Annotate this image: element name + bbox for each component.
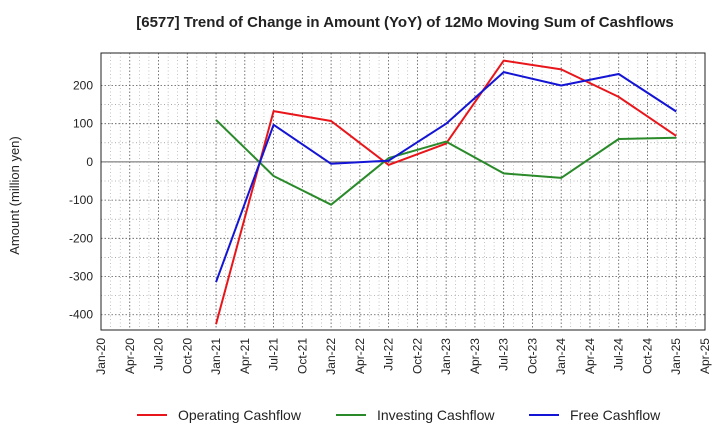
series-line-investing-cashflow	[215, 119, 677, 206]
x-tick-label: Apr-22	[353, 338, 367, 374]
x-tick-label: Jul-24	[612, 338, 626, 371]
plot-frame	[100, 52, 706, 331]
x-tick-label: Oct-24	[640, 338, 654, 374]
x-tick-label: Apr-23	[468, 338, 482, 374]
y-tick-label: 0	[86, 155, 93, 169]
x-tick-label: Jan-23	[439, 338, 453, 375]
x-tick-label: Apr-21	[238, 338, 252, 374]
y-tick-label: -200	[69, 231, 93, 245]
x-tick-label: Jan-25	[669, 338, 683, 375]
series-layer	[215, 59, 677, 325]
x-tick-label: Jan-24	[554, 338, 568, 375]
x-tick-label: Oct-23	[525, 338, 539, 374]
x-tick-label: Oct-20	[180, 338, 194, 374]
legend-label: Operating Cashflow	[178, 407, 302, 423]
series-line-operating-cashflow	[215, 59, 677, 325]
y-tick-label: 200	[73, 78, 93, 92]
x-tick-label: Apr-25	[698, 338, 712, 374]
y-axis-title: Amount (million yen)	[7, 136, 22, 255]
x-tick-label: Oct-22	[410, 338, 424, 374]
x-tick-labels: Jan-20 Apr-20 Jul-20 Oct-20 Jan-21 Apr-21 Jul-…	[94, 338, 712, 375]
x-tick-label: Oct-21	[295, 338, 309, 374]
x-tick-label: Jul-21	[267, 338, 281, 371]
x-tick-label: Apr-24	[583, 338, 597, 374]
x-tick-label: Jul-20	[152, 338, 166, 371]
grid-layer	[100, 53, 706, 330]
legend-label: Investing Cashflow	[377, 407, 495, 423]
x-tick-label: Jul-22	[382, 338, 396, 371]
y-tick-label: -400	[69, 308, 93, 322]
y-tick-label: -100	[69, 193, 93, 207]
x-tick-label: Jan-20	[94, 338, 108, 375]
legend-label: Free Cashflow	[570, 407, 661, 423]
x-tick-label: Jan-21	[209, 338, 223, 375]
y-tick-label: -300	[69, 270, 93, 284]
legend-item: Investing Cashflow	[336, 407, 495, 423]
x-tick-label: Jan-22	[324, 338, 338, 375]
y-tick-labels: 200 100 0 -100 -200 -300 -400	[69, 78, 93, 321]
x-tick-label: Jul-23	[497, 338, 511, 371]
y-tick-label: 100	[73, 117, 93, 131]
legend-item: Operating Cashflow	[137, 407, 302, 423]
legend-item: Free Cashflow	[529, 407, 661, 423]
chart-title: [6577] Trend of Change in Amount (YoY) o…	[136, 14, 674, 31]
series-line-free-cashflow	[215, 71, 677, 283]
x-tick-label: Apr-20	[123, 338, 137, 374]
legend: Operating Cashflow Investing Cashflow Free…	[137, 407, 661, 423]
